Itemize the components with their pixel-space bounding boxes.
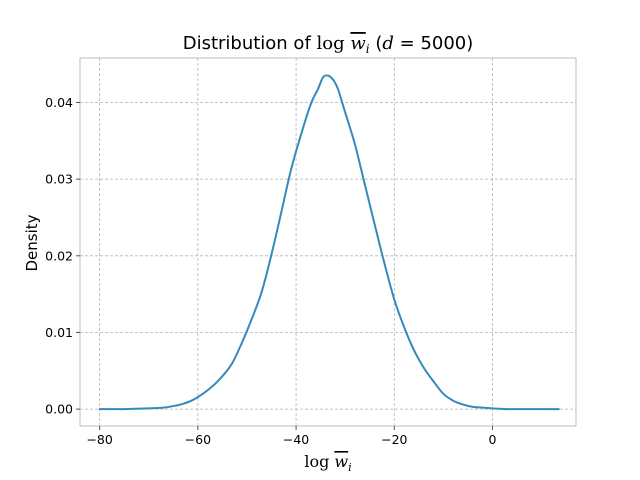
y-tick-label: 0.02 [45,248,73,263]
x-tick-label: −40 [283,432,309,447]
ticks: −80 −60 −40 −20 0 0.00 0.01 0.02 0.03 0.04 [45,95,496,447]
x-axis-label: log wi [304,452,351,474]
x-tick-label: −80 [86,432,112,447]
density-line [98,74,560,411]
y-axis-label: Density [23,214,41,271]
x-tick-label: −60 [185,432,211,447]
y-tick-label: 0.00 [45,402,73,417]
grid [80,58,576,426]
plot-frame [79,57,577,427]
y-tick-label: 0.03 [45,172,73,187]
x-tick-label: 0 [489,432,497,447]
x-tick-label: −20 [381,432,407,447]
y-tick-label: 0.04 [45,95,73,110]
y-tick-label: 0.01 [45,325,73,340]
plot-area [80,58,576,426]
chart-title: Distribution of log wi (d = 5000) [183,33,474,56]
